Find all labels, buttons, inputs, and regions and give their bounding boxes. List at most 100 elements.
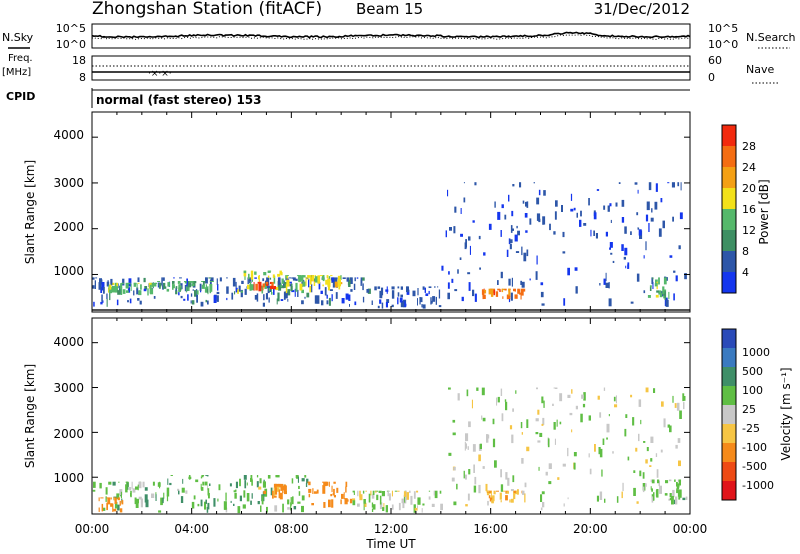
power-cell (320, 275, 323, 276)
velocity-cell (686, 497, 688, 500)
velocity-cell (380, 496, 382, 505)
velocity-cell (537, 410, 539, 415)
velocity-cell (512, 475, 514, 482)
velocity-cell (272, 491, 274, 499)
velocity-cell (126, 482, 127, 486)
velocity-cell (614, 397, 616, 402)
power-cell (461, 208, 462, 214)
velocity-cell (345, 498, 348, 504)
power-cell (184, 281, 185, 282)
velocity-cell (473, 444, 476, 452)
power-cell (650, 287, 652, 291)
velocity-cell (350, 499, 352, 504)
velocity-cell (417, 505, 418, 508)
power-cell (663, 294, 664, 296)
velocity-cell (661, 450, 663, 453)
velocity-cell (181, 496, 183, 503)
velocity-cell (113, 509, 116, 512)
velocity-cell (238, 506, 241, 513)
power-cell (423, 304, 426, 308)
power-cell (117, 290, 120, 295)
power-cell (379, 299, 381, 303)
velocity-cell (539, 433, 542, 437)
velocity-ylabel: Slant Range [km] (23, 364, 37, 468)
power-cell (250, 284, 252, 291)
velocity-cell (500, 493, 502, 500)
power-cell (239, 286, 241, 292)
velocity-cell (280, 493, 283, 500)
power-cell (354, 284, 356, 290)
velocity-cell (231, 501, 232, 503)
vel-cbar-tick-m100: -100 (742, 441, 767, 454)
power-cell (126, 290, 129, 293)
velocity-cell (607, 424, 610, 433)
velocity-cell (670, 493, 672, 497)
power-cell (112, 286, 115, 293)
power-cell (191, 293, 192, 296)
power-cell (363, 297, 364, 303)
power-cell (515, 294, 518, 298)
power-cell (453, 226, 455, 233)
power-cell (489, 289, 492, 295)
velocity-cell (346, 482, 348, 487)
power-cell (247, 285, 250, 290)
velocity-cell (468, 446, 469, 450)
velocity-cell (296, 475, 298, 478)
power-cell (301, 300, 304, 304)
power-cell (277, 293, 279, 302)
velocity-cell (100, 497, 103, 498)
power-cell (593, 231, 595, 237)
power-cell (659, 228, 662, 236)
velocity-cell (554, 422, 556, 430)
velocity-cell (99, 483, 101, 489)
power-cell (158, 283, 161, 287)
velocity-cell (682, 393, 684, 401)
power-cell (505, 289, 507, 291)
power-cell (179, 277, 182, 278)
freq-panel-frame (92, 56, 690, 80)
velocity-cell (622, 483, 623, 491)
power-cell (241, 281, 244, 284)
power-cell (191, 300, 192, 303)
velocity-cell (169, 483, 171, 485)
power-cell (567, 268, 570, 276)
freq-left-tick-top: 18 (72, 54, 86, 67)
power-cell (214, 295, 217, 303)
power-cell (150, 285, 152, 294)
power-cell (270, 278, 271, 280)
power-cell (576, 286, 578, 293)
power-cell (472, 290, 474, 296)
power-colorbar-band-1 (722, 251, 736, 272)
power-cell (282, 279, 284, 284)
power-cell (144, 289, 147, 292)
power-cell (404, 301, 405, 307)
power-cell (673, 271, 675, 273)
velocity-cell (493, 439, 495, 448)
power-cell (263, 294, 265, 300)
velocity-cell (93, 482, 96, 488)
velocity-cell (541, 508, 543, 511)
power-cell (610, 253, 612, 255)
velocity-cell (402, 502, 404, 508)
velocity-cell (260, 478, 262, 483)
beam-label: Beam 15 (356, 0, 423, 18)
power-cell (648, 223, 649, 232)
velocity-cell (422, 504, 424, 506)
velocity-cell (522, 491, 525, 495)
power-cell (181, 296, 183, 298)
power-cell (658, 277, 660, 284)
velocity-cell (435, 491, 438, 498)
power-cell (287, 275, 289, 276)
velocity-cell (410, 496, 412, 505)
power-cell (651, 208, 652, 212)
velocity-cell (496, 491, 499, 492)
power-cell (194, 290, 196, 297)
power-cell (107, 299, 108, 307)
velocity-cell (322, 485, 325, 494)
power-cell (176, 286, 178, 289)
power-cell (639, 229, 642, 235)
power-cell (397, 297, 398, 304)
power-cell (187, 294, 189, 300)
velocity-cell (363, 499, 366, 504)
velocity-cell (453, 420, 456, 423)
